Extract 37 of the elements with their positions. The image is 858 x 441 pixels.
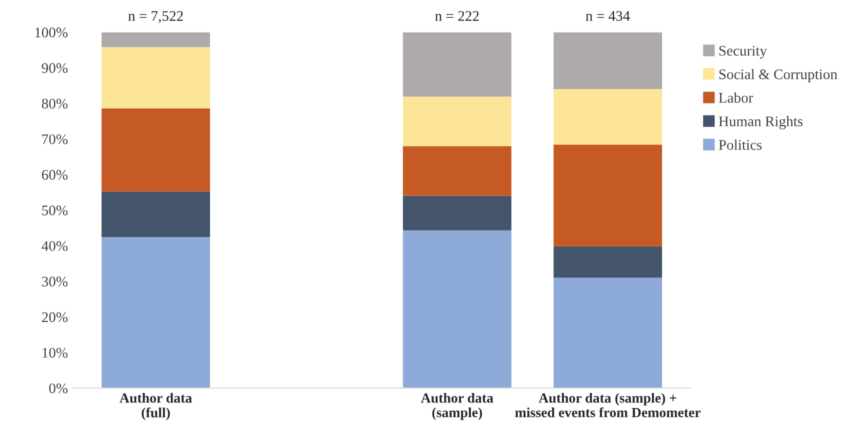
bar: [102, 237, 210, 388]
bar: [402, 196, 512, 230]
y-tick-label: 10%: [42, 348, 68, 358]
bar: [554, 144, 662, 246]
annotation: n = 222: [435, 11, 479, 21]
bar: [102, 192, 210, 238]
bar: [554, 246, 662, 278]
bar: [402, 230, 512, 388]
y-tick-label: 100%: [35, 28, 68, 38]
bar: [102, 108, 210, 192]
x-tick-label: Author data (full): [120, 392, 192, 420]
y-tick-label: 20%: [42, 312, 68, 322]
bar: [402, 32, 512, 97]
y-tick-label: 40%: [42, 241, 68, 251]
y-tick-label: 70%: [42, 134, 68, 144]
annotation: n = 434: [586, 11, 630, 21]
bar: [554, 32, 662, 90]
y-tick-label: 80%: [42, 98, 68, 109]
legend-label: Human Rights: [718, 116, 803, 130]
y-tick-label: 0%: [49, 383, 68, 394]
y-tick-label: 30%: [42, 276, 68, 287]
legend-label: Social & Corruption: [719, 68, 838, 82]
y-tick-label: 50%: [42, 206, 68, 216]
legend-label: Politics: [718, 140, 762, 150]
legend-label: Security: [719, 46, 767, 59]
bar: [402, 146, 512, 196]
legend-label: Labor: [718, 92, 754, 103]
bar: [102, 47, 210, 108]
y-tick-label: 60%: [42, 170, 68, 180]
bar: [554, 278, 662, 388]
y-tick-label: 90%: [42, 63, 68, 74]
annotation: n = 7,522: [128, 11, 183, 23]
bar: [402, 96, 512, 146]
bar: [102, 32, 210, 48]
x-tick-label: Author data (sample): [420, 392, 494, 420]
bar: [554, 89, 662, 145]
x-tick-label: Author data (sample) + missed events from Demometer: [515, 392, 701, 418]
